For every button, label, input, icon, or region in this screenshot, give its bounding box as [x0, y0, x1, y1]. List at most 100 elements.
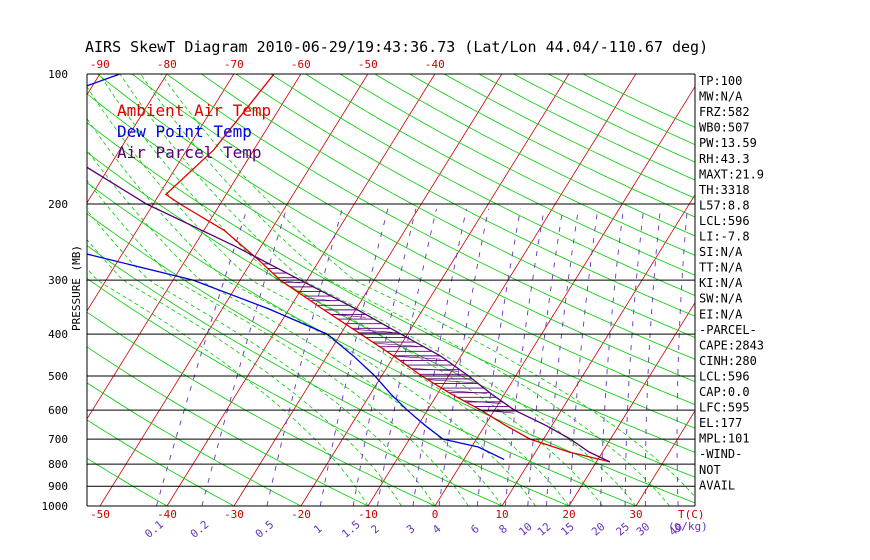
mixing-ratio-line [319, 208, 389, 506]
mixing-ratio-line [569, 208, 599, 506]
mixing-ratio-unit-label: (g/kg) [668, 520, 708, 533]
dry-adiabat-line [478, 74, 695, 181]
pressure-tick-label: 800 [48, 458, 68, 471]
mixing-ratio-line [600, 208, 624, 506]
moist-adiabat-line [87, 86, 570, 506]
mixing-ratio-line [266, 208, 343, 506]
pressure-tick-label: 100 [48, 68, 68, 81]
top-temp-tick-label: -60 [291, 58, 311, 71]
index-entry: AVAIL [699, 478, 735, 492]
parcel-temp-line [87, 166, 611, 463]
index-entry: TP:100 [699, 74, 742, 88]
index-entry: LCL:596 [699, 369, 750, 383]
dry-adiabat-line [444, 74, 695, 199]
mixing-ratio-tick-label: 12 [535, 520, 554, 538]
index-entry: FRZ:582 [699, 105, 750, 119]
pressure-tick-label: 500 [48, 370, 68, 383]
mixing-ratio-tick-label: 2 [369, 522, 382, 536]
moist-adiabat-line [87, 209, 436, 506]
legend-entry: Dew Point Temp [117, 122, 252, 141]
dry-adiabat-line [87, 419, 235, 506]
mixing-ratio-tick-label: 6 [468, 522, 481, 536]
mixing-ratio-tick-label: 10 [516, 520, 535, 538]
moist-adiabat-line [140, 74, 670, 506]
dry-adiabat-line [339, 74, 695, 256]
moist-adiabat-line [87, 239, 402, 506]
isotherm-line [837, 74, 870, 506]
mixing-ratio-tick-label: 4 [430, 522, 444, 536]
mixing-ratio-line [476, 208, 522, 506]
dry-adiabat-line [87, 382, 302, 506]
mixing-ratio-line [155, 208, 248, 506]
index-entry: LFC:595 [699, 401, 750, 415]
index-entry: MPL:101 [699, 432, 750, 446]
cape-hatch-tick [306, 297, 335, 302]
index-entry: MW:N/A [699, 90, 743, 104]
index-entry: TH:3318 [699, 183, 750, 197]
dry-adiabat-line [270, 74, 695, 296]
mixing-ratio-line [438, 208, 489, 506]
y-axis-label: PRESSURE (MB) [70, 245, 83, 331]
dry-adiabat-line [305, 74, 695, 276]
mixing-ratio-line [201, 208, 287, 506]
mixing-ratio-line [352, 208, 417, 506]
legend-entry: Air Parcel Temp [117, 143, 262, 162]
pressure-tick-label: 600 [48, 404, 68, 417]
pressure-tick-label: 400 [48, 328, 68, 341]
mixing-ratio-tick-label: 15 [558, 520, 577, 538]
chart-title: AIRS SkewT Diagram 2010-06-29/19:43:36.7… [85, 38, 708, 56]
isotherm-line [87, 74, 235, 312]
top-temp-tick-label: -80 [157, 58, 177, 71]
moist-adiabat-line [87, 118, 536, 506]
moist-adiabat-line [119, 74, 637, 506]
dry-adiabat-line [548, 74, 695, 146]
top-temp-tick-label: -70 [224, 58, 244, 71]
index-entry: CAPE:2843 [699, 338, 764, 352]
bottom-temp-tick-label: -40 [157, 508, 177, 521]
background-grid [0, 74, 870, 506]
index-entry: SW:N/A [699, 292, 743, 306]
index-entry: -WIND- [699, 447, 742, 461]
index-entry: -PARCEL- [699, 323, 757, 337]
dry-adiabat-line [374, 74, 695, 237]
index-entry: CAP:0.0 [699, 385, 750, 399]
dry-adiabat-line [131, 74, 695, 383]
dry-adiabat-line [87, 182, 695, 504]
mixing-ratio-tick-label: 25 [614, 520, 633, 538]
dry-adiabat-line [87, 346, 369, 506]
isotherm-line [770, 74, 870, 506]
top-temp-tick-label: -50 [358, 58, 378, 71]
bottom-temp-tick-label: 30 [629, 508, 642, 521]
bottom-temp-tick-label: 0 [432, 508, 439, 521]
mixing-ratio-tick-label: 0.5 [253, 518, 277, 541]
mixing-ratio-line [644, 208, 661, 506]
moist-adiabat-line [160, 74, 695, 498]
index-entry: MAXT:21.9 [699, 167, 764, 181]
mixing-ratio-line [412, 208, 467, 506]
bottom-temp-tick-label: 20 [562, 508, 575, 521]
mixing-ratio-tick-label: 20 [589, 520, 608, 538]
index-entry: NOT [699, 463, 721, 477]
isotherm-line [0, 74, 33, 506]
mixing-ratio-tick-label: 8 [496, 522, 509, 536]
mixing-ratio-tick-label: 1.5 [339, 518, 363, 541]
cape-hatch-tick [410, 367, 458, 372]
dry-adiabat-line [87, 277, 503, 506]
mixing-ratio-line [676, 208, 688, 506]
dry-adiabat-line [87, 93, 695, 429]
dry-adiabat-line [97, 74, 695, 406]
isotherm-line [568, 302, 695, 506]
dry-adiabat-line [87, 122, 695, 453]
moist-adiabat-line [87, 268, 369, 506]
index-entry: LI:-7.8 [699, 230, 750, 244]
top-temp-tick-label: -90 [90, 58, 110, 71]
bottom-temp-tick-label: -30 [224, 508, 244, 521]
index-entry: RH:43.3 [699, 152, 750, 166]
cape-hatch-tick [330, 314, 366, 318]
dry-adiabat-line [87, 245, 570, 506]
dewpoint-line [87, 74, 505, 460]
mixing-ratio-line [377, 208, 437, 506]
index-entry: PW:13.59 [699, 136, 757, 150]
dry-adiabat-line [235, 74, 695, 317]
